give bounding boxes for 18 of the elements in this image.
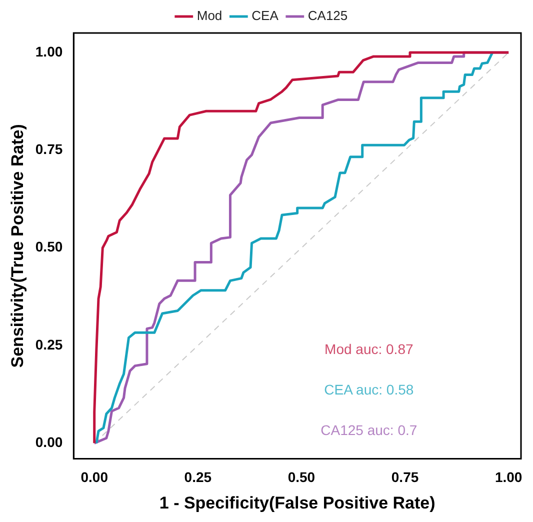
annotation: CEA auc: 0.58 [324, 382, 414, 398]
x-tick-label: 1.00 [494, 469, 522, 486]
x-tick-label: 0.75 [391, 469, 419, 486]
y-axis-title: Sensitivity(True Positive Rate) [8, 124, 27, 368]
legend-label: Mod [196, 8, 222, 24]
x-tick-label: 0.00 [80, 469, 108, 486]
x-tick-label: 0.25 [184, 469, 212, 486]
y-tick-label: 0.00 [35, 434, 63, 450]
annotation: CA125 auc: 0.7 [320, 422, 418, 438]
y-tick-label: 1.00 [35, 43, 63, 60]
x-tick-label: 0.50 [288, 469, 316, 486]
legend-label: CEA [252, 8, 279, 24]
annotation: Mod auc: 0.87 [324, 341, 414, 358]
x-axis-title: 1 - Specificity(False Positive Rate) [159, 493, 436, 512]
y-tick-label: 0.50 [35, 238, 63, 255]
legend-label: CA125 [308, 8, 348, 24]
y-tick-label: 0.25 [35, 336, 63, 352]
y-tick-label: 0.75 [35, 141, 63, 158]
